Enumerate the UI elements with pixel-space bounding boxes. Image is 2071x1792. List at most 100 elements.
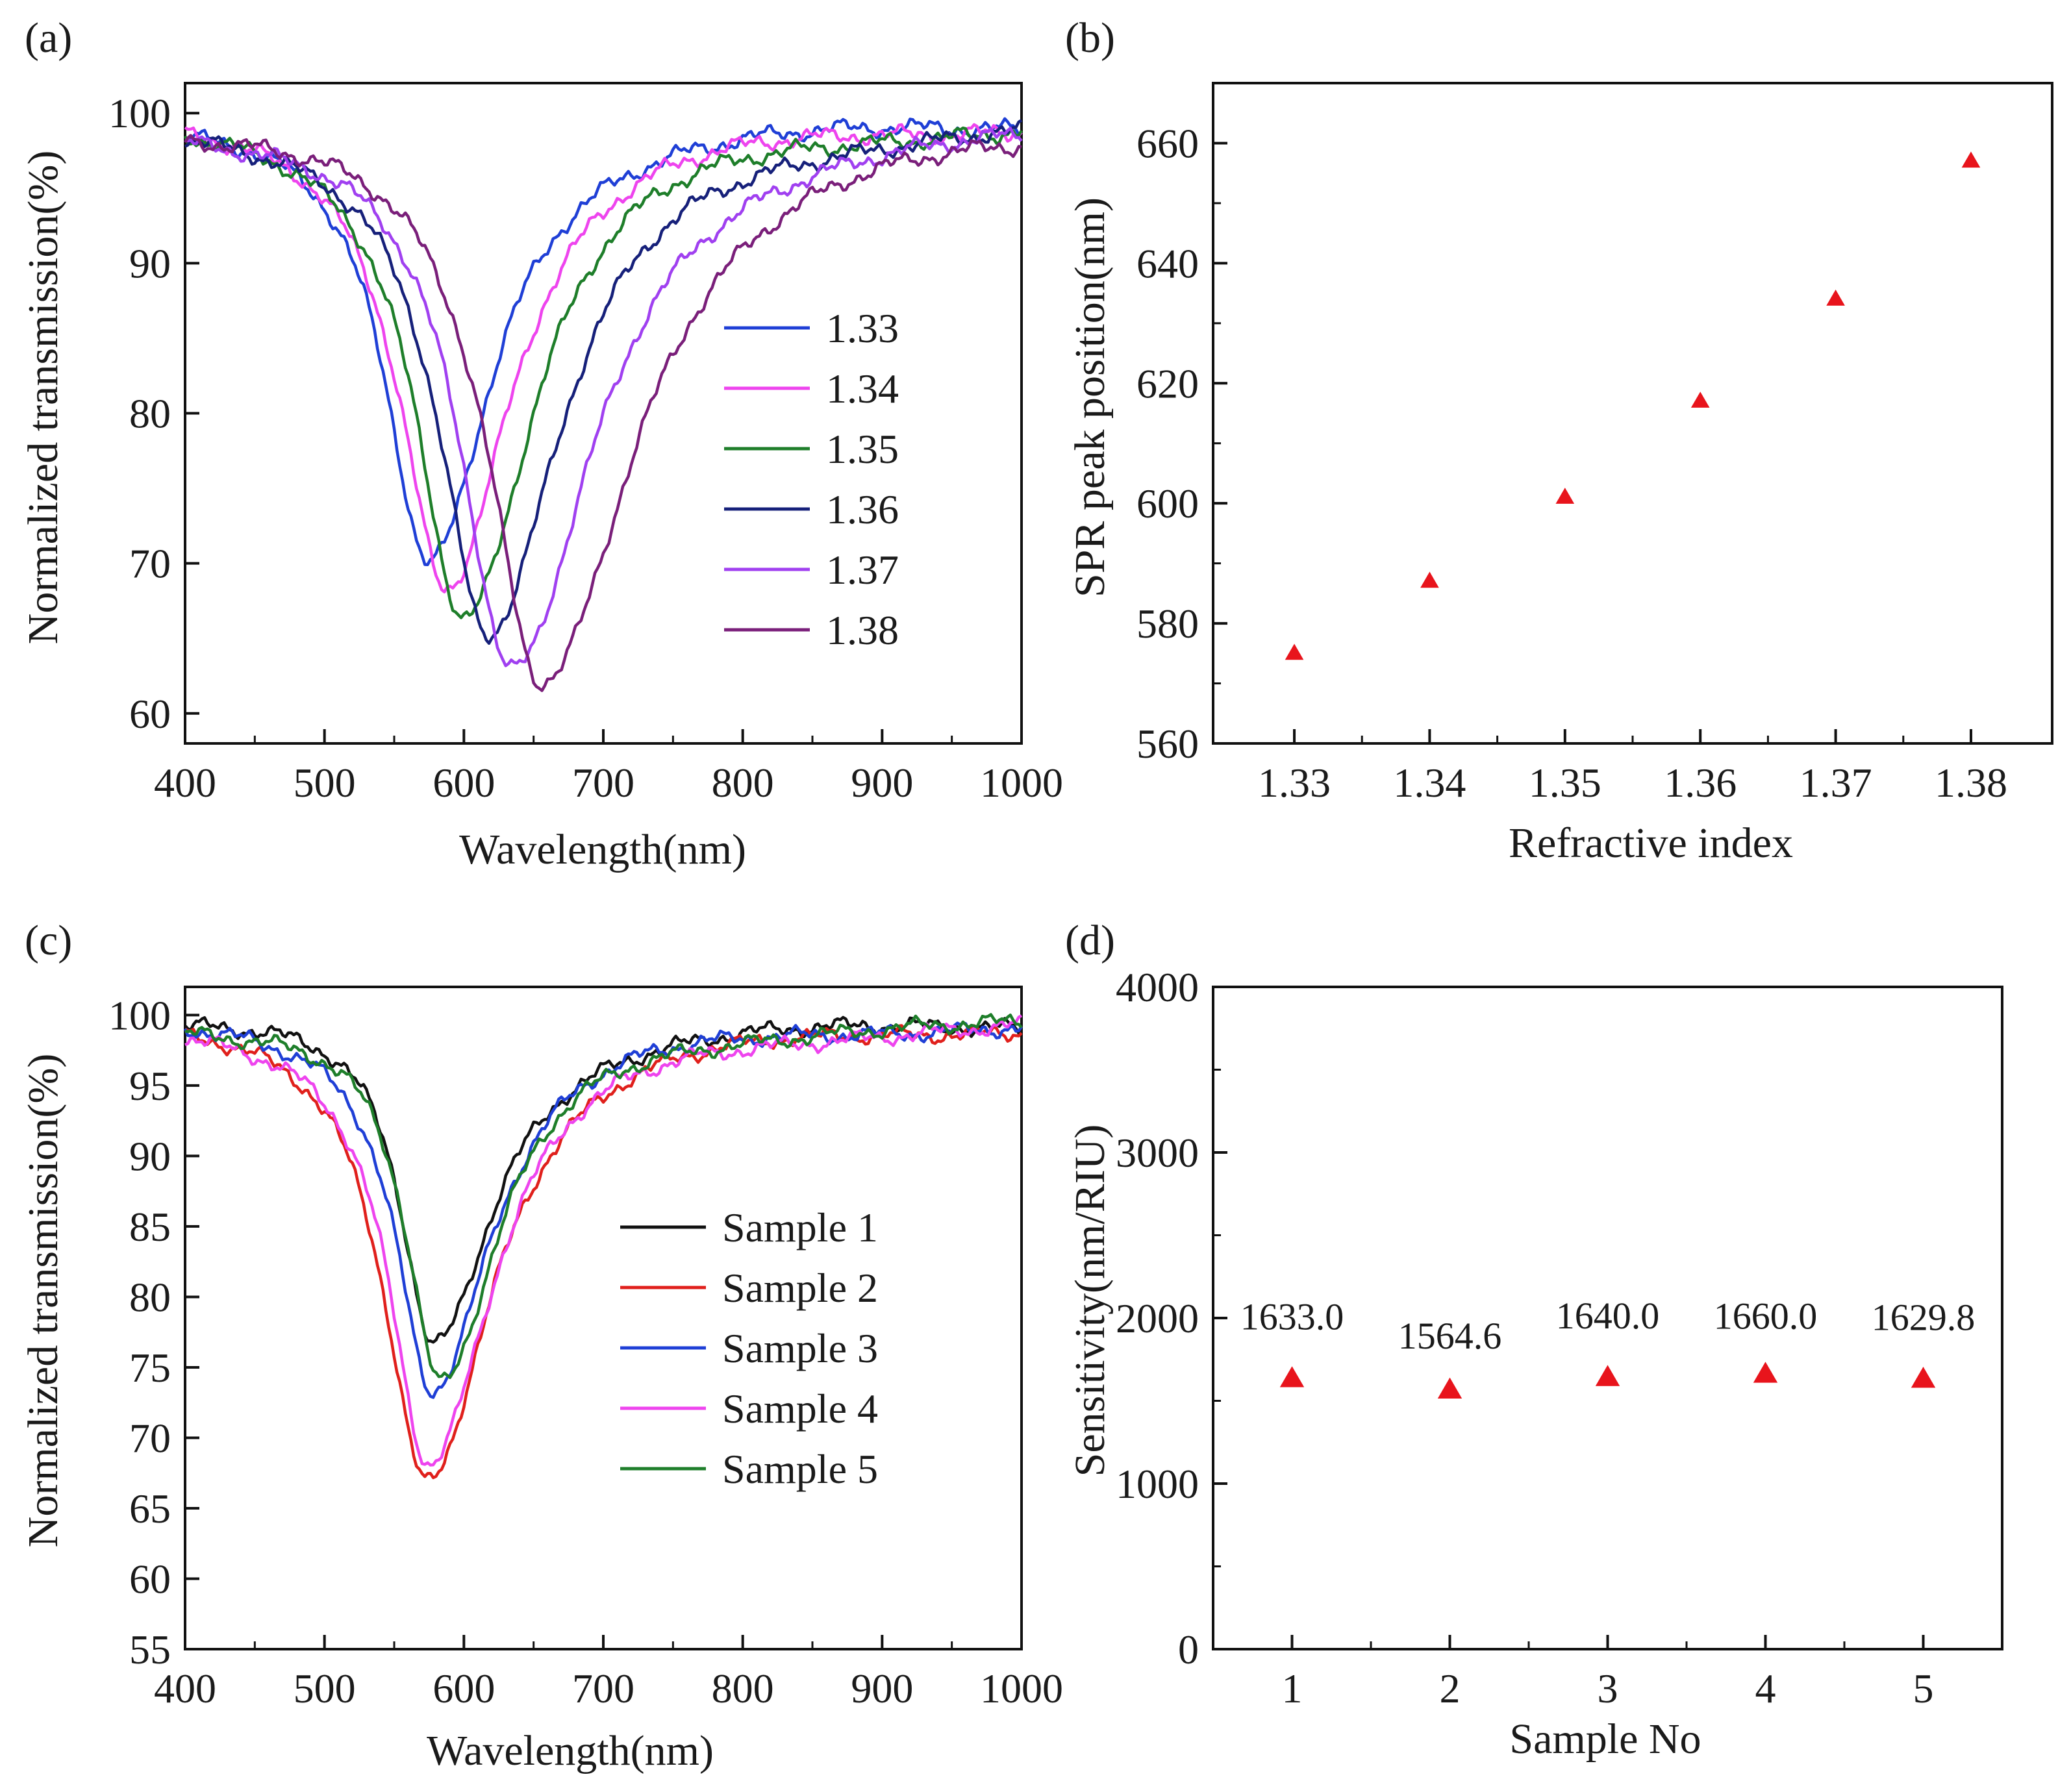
data-point-d-1 (1279, 1366, 1305, 1388)
legend-label-c-3: Sample 3 (722, 1325, 878, 1371)
y-tick-label-c: 100 (108, 992, 171, 1038)
legend-label-c-1: Sample 1 (722, 1204, 878, 1251)
x-tick-label-b: 1.37 (1800, 760, 1872, 806)
x-tick-label-a: 1000 (980, 760, 1063, 806)
x-tick-label-a: 500 (294, 760, 356, 806)
x-tick-label-b: 1.33 (1258, 760, 1331, 806)
x-tick-label-c: 700 (572, 1665, 634, 1711)
data-label-d-1: 1633.0 (1240, 1296, 1344, 1338)
y-tick-label-a: 100 (108, 90, 171, 136)
x-tick-label-b: 1.38 (1935, 760, 2007, 806)
data-point-d-4 (1753, 1362, 1778, 1383)
x-tick-label-d: 1 (1282, 1665, 1303, 1711)
data-label-d-4: 1660.0 (1714, 1295, 1818, 1338)
y-tick-label-b: 640 (1136, 240, 1199, 286)
panel-c-y-axis-label: Normalized transmission(%) (19, 1054, 67, 1548)
x-tick-label-b: 1.34 (1393, 760, 1466, 806)
panel-c-plot: 400 500 600 700 800 900 1000 55 60 65 70 75 80 85 90 95… (108, 986, 1063, 1711)
data-point-b-2 (1420, 571, 1439, 588)
panel-d-y-axis-label: Sensitivity(nm/RIU) (1066, 1125, 1114, 1477)
y-tick-label-c: 70 (129, 1415, 171, 1461)
x-tick-label-c: 1000 (980, 1665, 1063, 1711)
legend-label-a-6: 1.38 (826, 607, 899, 653)
panel-d-x-axis-label: Sample No (1509, 1715, 1701, 1763)
series-line-a-4 (184, 119, 1023, 645)
panel-a-plot: 400 500 600 700 800 900 1000 60 70 80 90 100 1.33 1.3… (108, 82, 1063, 806)
legend-label-a-5: 1.37 (826, 547, 899, 593)
x-tick-label-a: 400 (154, 760, 216, 806)
y-tick-label-c: 75 (129, 1345, 171, 1391)
y-tick-label-d: 2000 (1116, 1295, 1199, 1341)
y-tick-label-d: 0 (1178, 1626, 1199, 1673)
series-line-a-3 (183, 126, 1023, 619)
x-tick-label-b: 1.35 (1529, 760, 1601, 806)
legend-label-a-3: 1.35 (826, 426, 899, 472)
y-tick-label-c: 90 (129, 1133, 171, 1179)
y-tick-label-c: 65 (129, 1486, 171, 1532)
x-tick-label-c: 500 (294, 1665, 356, 1711)
panel-a-y-axis-label: Normalized transmission(%) (19, 151, 67, 645)
y-tick-label-c: 60 (129, 1556, 171, 1602)
y-tick-label-c: 80 (129, 1274, 171, 1320)
y-tick-label-b: 600 (1136, 480, 1199, 527)
panel-c: (c) Normalized transmission(%) Wavelengt… (19, 917, 1063, 1774)
panel-d-plot: 1 2 3 4 5 0 1000 2000 3000 4000 1633.0 1564.6 1640.0… (1116, 964, 2003, 1711)
data-label-d-5: 1629.8 (1872, 1296, 1976, 1338)
x-tick-label-a: 600 (433, 760, 495, 806)
series-line-c-1 (184, 1015, 1023, 1344)
y-tick-label-b: 580 (1136, 601, 1199, 647)
panel-label-a: (a) (25, 14, 72, 62)
panel-c-x-axis-label: Wavelength(nm) (427, 1727, 714, 1774)
legend-label-a-4: 1.36 (826, 486, 899, 532)
data-point-b-4 (1690, 392, 1710, 408)
x-tick-label-d: 4 (1755, 1665, 1776, 1711)
data-point-b-3 (1555, 488, 1575, 504)
series-line-a-6 (184, 134, 1022, 692)
x-tick-label-a: 800 (712, 760, 774, 806)
x-tick-label-c: 800 (712, 1665, 774, 1711)
data-point-d-2 (1437, 1377, 1462, 1399)
panel-a-x-axis-label: Wavelength(nm) (459, 826, 746, 873)
x-tick-label-c: 600 (433, 1665, 495, 1711)
y-tick-label-c: 85 (129, 1204, 171, 1250)
panel-b-x-axis-label: Refractive index (1509, 819, 1793, 867)
legend-label-a-2: 1.34 (826, 366, 899, 412)
y-tick-label-a: 60 (129, 691, 171, 737)
panel-b-plot: 1.33 1.34 1.35 1.36 1.37 1.38 560 580 600 620 640 6… (1136, 82, 2053, 806)
panel-label-c: (c) (25, 917, 72, 964)
series-line-c-5 (184, 1013, 1023, 1380)
x-tick-label-b: 1.36 (1664, 760, 1737, 806)
panel-d: (d) Sensitivity(nm/RIU) Sample No 1 2 3 4 5 0… (1065, 917, 2003, 1763)
data-point-d-3 (1595, 1365, 1620, 1386)
panel-a: (a) Normalized transmission(%) Wavelengt… (19, 14, 1063, 873)
y-tick-label-a: 80 (129, 391, 171, 437)
y-tick-label-b: 660 (1136, 120, 1199, 166)
data-point-b-6 (1961, 151, 1981, 168)
data-label-d-2: 1564.6 (1398, 1315, 1502, 1357)
y-tick-label-d: 1000 (1116, 1461, 1199, 1507)
y-tick-label-c: 55 (129, 1626, 171, 1673)
data-point-b-1 (1285, 643, 1304, 660)
series-line-a-5 (184, 127, 1023, 667)
legend-label-a-1: 1.33 (826, 305, 899, 351)
y-tick-label-b: 560 (1136, 721, 1199, 767)
data-point-b-5 (1826, 290, 1845, 306)
y-tick-label-c: 95 (129, 1063, 171, 1109)
y-tick-label-b: 620 (1136, 360, 1199, 406)
y-tick-label-d: 4000 (1116, 964, 1199, 1010)
x-tick-label-c: 900 (851, 1665, 913, 1711)
x-tick-label-d: 3 (1598, 1665, 1618, 1711)
panel-label-b: (b) (1065, 14, 1115, 62)
x-tick-label-a: 900 (851, 760, 913, 806)
y-tick-label-a: 90 (129, 240, 171, 286)
x-tick-label-c: 400 (154, 1665, 216, 1711)
x-tick-label-d: 5 (1913, 1665, 1934, 1711)
x-tick-label-a: 700 (572, 760, 634, 806)
panel-b: (b) SPR peak position(nm) Refractive ind… (1065, 14, 2053, 867)
x-tick-label-d: 2 (1440, 1665, 1461, 1711)
series-line-a-2 (184, 123, 1023, 593)
data-point-d-5 (1911, 1367, 1936, 1388)
legend-label-c-2: Sample 2 (722, 1265, 878, 1311)
